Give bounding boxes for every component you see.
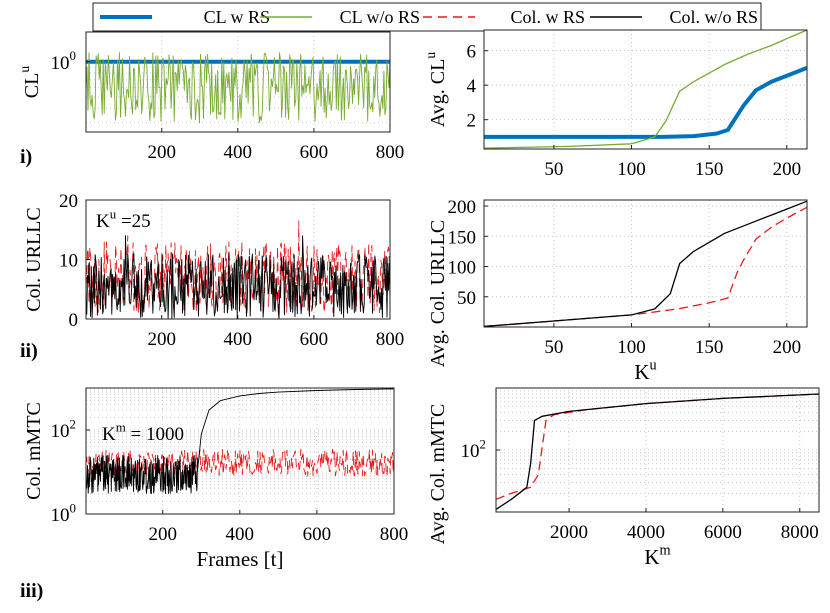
y-axis-label: CLu bbox=[17, 66, 43, 99]
y-tick-label: 50 bbox=[457, 288, 476, 309]
plot-area bbox=[484, 200, 807, 327]
row-labels: i) ii) iii) bbox=[20, 146, 43, 602]
x-tick-label: 600 bbox=[303, 524, 332, 545]
x-tick-label: 2000 bbox=[550, 522, 588, 543]
x-tick-label: 8000 bbox=[781, 522, 819, 543]
y-tick-label: 100 bbox=[51, 48, 76, 74]
y-axis-label: Col. mMTC bbox=[23, 402, 45, 500]
x-tick-label: 400 bbox=[226, 524, 255, 545]
x-tick-label: 200 bbox=[773, 337, 802, 358]
series-cl-w-o-rs bbox=[484, 30, 807, 149]
x-tick-label: 200 bbox=[147, 329, 176, 350]
x-axis-label: Ku bbox=[634, 358, 656, 384]
x-tick-label: 100 bbox=[617, 159, 646, 180]
x-tick-label: 600 bbox=[300, 329, 329, 350]
x-tick-label: 800 bbox=[380, 524, 409, 545]
plot-area bbox=[484, 30, 807, 149]
x-tick-label: 50 bbox=[544, 159, 563, 180]
series-group bbox=[496, 393, 819, 510]
y-axis-label: Col. URLLC bbox=[23, 207, 45, 311]
series-group bbox=[484, 30, 807, 149]
series-col-w-o-rs bbox=[86, 235, 390, 319]
annotation-text: Km = 1000 bbox=[102, 419, 184, 445]
x-tick-label: 600 bbox=[300, 142, 329, 163]
axes-frame bbox=[483, 199, 808, 328]
series-cl-w-rs bbox=[484, 66, 807, 139]
x-tick-label: 150 bbox=[695, 337, 724, 358]
chart-p6: 2000 4000 6000 8000 102 Avg. Col. mMTC Km bbox=[427, 387, 820, 569]
y-axis-label: Avg. Col. mMTC bbox=[427, 404, 449, 545]
x-tick-label: 800 bbox=[376, 329, 405, 350]
row-label-ii: ii) bbox=[20, 340, 38, 362]
series-col-w-rs bbox=[86, 448, 394, 477]
x-tick-label: 200 bbox=[147, 142, 176, 163]
chart-p2: 50 100 150 200 2 4 6 Avg. CLu bbox=[423, 29, 808, 180]
series-col-w-o-rs bbox=[484, 200, 807, 327]
x-tick-label: 400 bbox=[224, 329, 253, 350]
y-axis-label: Avg. Col. URLLC bbox=[427, 220, 449, 367]
x-axis-label: Frames [t] bbox=[197, 547, 284, 571]
y-tick-label: 102 bbox=[51, 416, 76, 442]
x-axis-label: Km bbox=[644, 543, 670, 569]
x-tick-label: 4000 bbox=[627, 522, 665, 543]
x-tick-label: 200 bbox=[148, 524, 177, 545]
x-tick-label: 100 bbox=[617, 337, 646, 358]
y-axis-label: Avg. CLu bbox=[423, 52, 449, 128]
annotation-text: Ku =25 bbox=[96, 206, 151, 232]
y-tick-label: 6 bbox=[467, 42, 477, 63]
chart-p5: 200 400 600 800 100 102 Col. mMTC Frames [t] Km … bbox=[23, 387, 409, 571]
legend-label-2: Col. w RS bbox=[510, 7, 585, 27]
legend-label-3: Col. w/o RS bbox=[669, 7, 758, 27]
series-col-w-o-rs bbox=[496, 393, 819, 510]
series-group bbox=[86, 388, 394, 495]
y-tick-label: 100 bbox=[51, 500, 76, 526]
y-tick-label: 20 bbox=[59, 191, 78, 212]
x-tick-label: 400 bbox=[224, 142, 253, 163]
x-tick-label: 150 bbox=[695, 159, 724, 180]
row-label-i: i) bbox=[20, 146, 32, 168]
y-tick-label: 200 bbox=[448, 197, 477, 218]
series-group bbox=[86, 220, 390, 319]
y-tick-label: 2 bbox=[467, 111, 477, 132]
series-group bbox=[86, 52, 390, 124]
legend-label-0: CL w RS bbox=[204, 7, 270, 27]
chart-p3: 200 400 600 800 0 10 20 Col. URLLC Ku =25 bbox=[23, 191, 404, 350]
x-tick-label: 6000 bbox=[704, 522, 742, 543]
y-tick-label: 0 bbox=[69, 310, 79, 331]
row-label-iii: iii) bbox=[20, 580, 43, 602]
x-tick-label: 50 bbox=[544, 337, 563, 358]
y-tick-label: 4 bbox=[467, 76, 477, 97]
series-cl-w-o-rs bbox=[86, 52, 390, 124]
y-tick-label: 150 bbox=[448, 227, 477, 248]
x-tick-label: 200 bbox=[773, 159, 802, 180]
y-tick-label: 102 bbox=[461, 436, 486, 462]
axes-frame bbox=[483, 29, 808, 150]
series-col-w-o-rs bbox=[86, 388, 394, 495]
legend-label-1: CL w/o RS bbox=[340, 7, 420, 27]
legend: CL w RS CL w/o RS Col. w RS Col. w/o RS bbox=[92, 2, 762, 32]
series-group bbox=[484, 200, 807, 327]
chart-p1: 200 400 600 800 100 CLu bbox=[17, 31, 405, 163]
plot-area bbox=[496, 388, 819, 512]
grid bbox=[496, 388, 819, 512]
y-tick-label: 100 bbox=[448, 258, 477, 279]
y-tick-label: 10 bbox=[59, 251, 78, 272]
x-tick-label: 800 bbox=[376, 142, 405, 163]
